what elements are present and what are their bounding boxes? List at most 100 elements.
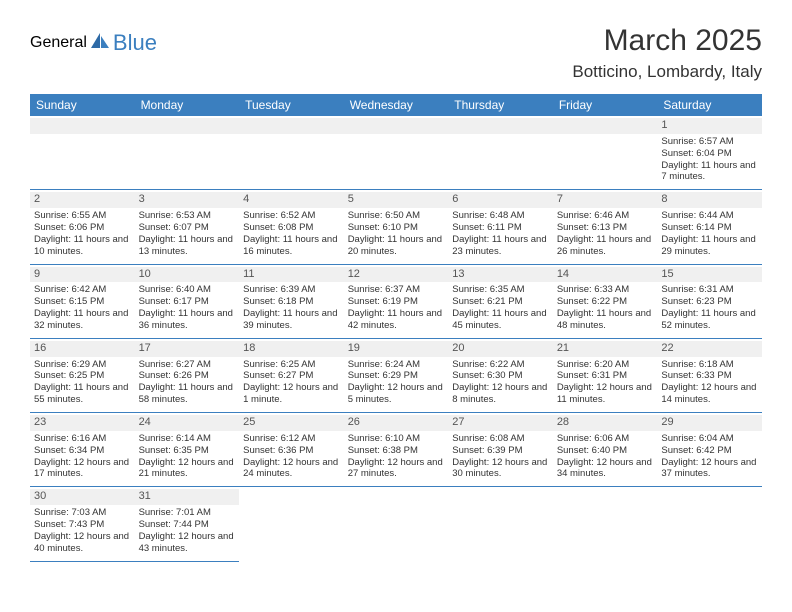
calendar-day-cell: 24Sunrise: 6:14 AMSunset: 6:35 PMDayligh… bbox=[135, 413, 240, 487]
day-sunset: Sunset: 6:26 PM bbox=[139, 370, 236, 382]
day-sunset: Sunset: 6:14 PM bbox=[661, 222, 758, 234]
day-sunrise: Sunrise: 7:03 AM bbox=[34, 507, 131, 519]
day-daylight: Daylight: 12 hours and 30 minutes. bbox=[452, 457, 549, 481]
day-sunset: Sunset: 6:22 PM bbox=[557, 296, 654, 308]
day-daylight: Daylight: 11 hours and 23 minutes. bbox=[452, 234, 549, 258]
day-sunrise: Sunrise: 6:04 AM bbox=[661, 433, 758, 445]
day-number: 19 bbox=[344, 341, 449, 357]
day-number: 29 bbox=[657, 415, 762, 431]
day-daylight: Daylight: 12 hours and 27 minutes. bbox=[348, 457, 445, 481]
day-daylight: Daylight: 12 hours and 40 minutes. bbox=[34, 531, 131, 555]
calendar-week-row: 23Sunrise: 6:16 AMSunset: 6:34 PMDayligh… bbox=[30, 413, 762, 487]
day-daylight: Daylight: 12 hours and 17 minutes. bbox=[34, 457, 131, 481]
day-daylight: Daylight: 12 hours and 8 minutes. bbox=[452, 382, 549, 406]
day-daylight: Daylight: 12 hours and 43 minutes. bbox=[139, 531, 236, 555]
day-sunrise: Sunrise: 6:22 AM bbox=[452, 359, 549, 371]
calendar-day-cell: 15Sunrise: 6:31 AMSunset: 6:23 PMDayligh… bbox=[657, 264, 762, 338]
day-number: 18 bbox=[239, 341, 344, 357]
weekday-header: Saturday bbox=[657, 94, 762, 116]
day-sunrise: Sunrise: 6:50 AM bbox=[348, 210, 445, 222]
day-sunset: Sunset: 6:08 PM bbox=[243, 222, 340, 234]
day-sunrise: Sunrise: 6:39 AM bbox=[243, 284, 340, 296]
day-number: 28 bbox=[553, 415, 658, 431]
day-daylight: Daylight: 11 hours and 42 minutes. bbox=[348, 308, 445, 332]
day-sunrise: Sunrise: 6:18 AM bbox=[661, 359, 758, 371]
calendar-day-cell: 28Sunrise: 6:06 AMSunset: 6:40 PMDayligh… bbox=[553, 413, 658, 487]
calendar-day-cell: 13Sunrise: 6:35 AMSunset: 6:21 PMDayligh… bbox=[448, 264, 553, 338]
weekday-header: Tuesday bbox=[239, 94, 344, 116]
calendar-day-cell: 5Sunrise: 6:50 AMSunset: 6:10 PMDaylight… bbox=[344, 190, 449, 264]
calendar-day-cell bbox=[553, 487, 658, 561]
day-sunrise: Sunrise: 6:29 AM bbox=[34, 359, 131, 371]
day-sunset: Sunset: 7:44 PM bbox=[139, 519, 236, 531]
day-sunrise: Sunrise: 6:16 AM bbox=[34, 433, 131, 445]
day-sunrise: Sunrise: 6:25 AM bbox=[243, 359, 340, 371]
day-daylight: Daylight: 12 hours and 5 minutes. bbox=[348, 382, 445, 406]
header: General Blue March 2025 Botticino, Lomba… bbox=[30, 24, 762, 82]
day-sunrise: Sunrise: 6:52 AM bbox=[243, 210, 340, 222]
day-daylight: Daylight: 11 hours and 7 minutes. bbox=[661, 160, 758, 184]
day-sunrise: Sunrise: 6:37 AM bbox=[348, 284, 445, 296]
day-number: 20 bbox=[448, 341, 553, 357]
calendar-day-cell bbox=[553, 116, 658, 190]
calendar-day-cell bbox=[448, 116, 553, 190]
calendar-day-cell: 29Sunrise: 6:04 AMSunset: 6:42 PMDayligh… bbox=[657, 413, 762, 487]
day-sunset: Sunset: 6:30 PM bbox=[452, 370, 549, 382]
calendar-day-cell: 16Sunrise: 6:29 AMSunset: 6:25 PMDayligh… bbox=[30, 338, 135, 412]
month-title: March 2025 bbox=[572, 24, 762, 58]
day-sunrise: Sunrise: 6:35 AM bbox=[452, 284, 549, 296]
day-daylight: Daylight: 11 hours and 26 minutes. bbox=[557, 234, 654, 258]
day-daylight: Daylight: 12 hours and 37 minutes. bbox=[661, 457, 758, 481]
calendar-day-cell: 4 Sunrise: 6:52 AMSunset: 6:08 PMDaylight… bbox=[239, 190, 344, 264]
calendar-day-cell: 10Sunrise: 6:40 AMSunset: 6:17 PMDayligh… bbox=[135, 264, 240, 338]
calendar-day-cell bbox=[135, 116, 240, 190]
weekday-header: Sunday bbox=[30, 94, 135, 116]
day-daylight: Daylight: 11 hours and 45 minutes. bbox=[452, 308, 549, 332]
title-block: March 2025 Botticino, Lombardy, Italy bbox=[572, 24, 762, 82]
day-number: 6 bbox=[448, 192, 553, 208]
day-sunrise: Sunrise: 6:48 AM bbox=[452, 210, 549, 222]
calendar-day-cell: 9Sunrise: 6:42 AMSunset: 6:15 PMDaylight… bbox=[30, 264, 135, 338]
day-sunset: Sunset: 6:31 PM bbox=[557, 370, 654, 382]
day-daylight: Daylight: 12 hours and 34 minutes. bbox=[557, 457, 654, 481]
day-daylight: Daylight: 11 hours and 32 minutes. bbox=[34, 308, 131, 332]
day-sunrise: Sunrise: 6:40 AM bbox=[139, 284, 236, 296]
day-daylight: Daylight: 11 hours and 16 minutes. bbox=[243, 234, 340, 258]
weekday-header: Monday bbox=[135, 94, 240, 116]
calendar-day-cell bbox=[448, 487, 553, 561]
day-sunset: Sunset: 6:13 PM bbox=[557, 222, 654, 234]
day-sunset: Sunset: 6:18 PM bbox=[243, 296, 340, 308]
day-number: 4 bbox=[239, 192, 344, 208]
calendar-week-row: 9Sunrise: 6:42 AMSunset: 6:15 PMDaylight… bbox=[30, 264, 762, 338]
day-number: 22 bbox=[657, 341, 762, 357]
day-daylight: Daylight: 11 hours and 20 minutes. bbox=[348, 234, 445, 258]
calendar-day-cell: 3Sunrise: 6:53 AMSunset: 6:07 PMDaylight… bbox=[135, 190, 240, 264]
day-sunset: Sunset: 6:39 PM bbox=[452, 445, 549, 457]
day-sunrise: Sunrise: 6:44 AM bbox=[661, 210, 758, 222]
day-sunset: Sunset: 6:10 PM bbox=[348, 222, 445, 234]
calendar-day-cell: 7Sunrise: 6:46 AMSunset: 6:13 PMDaylight… bbox=[553, 190, 658, 264]
calendar-day-cell bbox=[657, 487, 762, 561]
day-number: 11 bbox=[239, 267, 344, 283]
day-sunset: Sunset: 6:04 PM bbox=[661, 148, 758, 160]
calendar-week-row: 1 Sunrise: 6:57 AMSunset: 6:04 PMDaylight… bbox=[30, 116, 762, 190]
day-sunset: Sunset: 6:21 PM bbox=[452, 296, 549, 308]
calendar-day-cell: 18Sunrise: 6:25 AMSunset: 6:27 PMDayligh… bbox=[239, 338, 344, 412]
calendar-day-cell: 1 Sunrise: 6:57 AMSunset: 6:04 PMDaylight… bbox=[657, 116, 762, 190]
day-daylight: Daylight: 12 hours and 21 minutes. bbox=[139, 457, 236, 481]
calendar-day-cell: 14Sunrise: 6:33 AMSunset: 6:22 PMDayligh… bbox=[553, 264, 658, 338]
day-number: 27 bbox=[448, 415, 553, 431]
day-sunset: Sunset: 6:35 PM bbox=[139, 445, 236, 457]
day-sunset: Sunset: 6:23 PM bbox=[661, 296, 758, 308]
day-sunrise: Sunrise: 6:06 AM bbox=[557, 433, 654, 445]
day-sunrise: Sunrise: 6:27 AM bbox=[139, 359, 236, 371]
day-sunset: Sunset: 6:33 PM bbox=[661, 370, 758, 382]
day-sunrise: Sunrise: 6:46 AM bbox=[557, 210, 654, 222]
day-number: 1 bbox=[657, 118, 762, 134]
day-number: 25 bbox=[239, 415, 344, 431]
day-sunrise: Sunrise: 6:57 AM bbox=[661, 136, 758, 148]
day-number: 9 bbox=[30, 267, 135, 283]
calendar-week-row: 16Sunrise: 6:29 AMSunset: 6:25 PMDayligh… bbox=[30, 338, 762, 412]
calendar-table: SundayMondayTuesdayWednesdayThursdayFrid… bbox=[30, 94, 762, 562]
calendar-day-cell bbox=[239, 487, 344, 561]
